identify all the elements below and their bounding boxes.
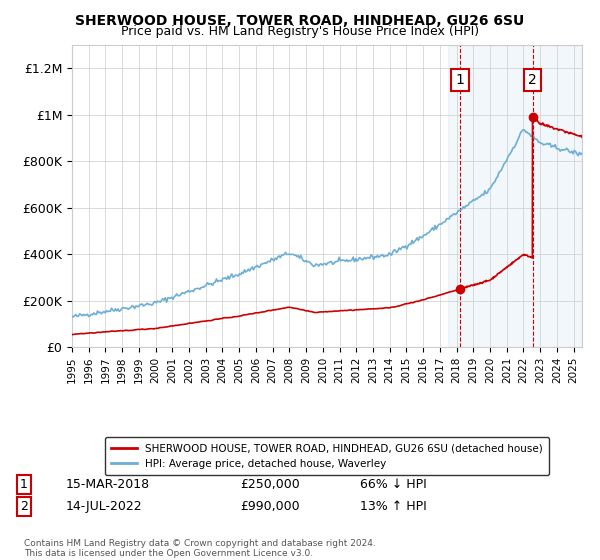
Text: 66% ↓ HPI: 66% ↓ HPI (360, 478, 427, 491)
Text: 1: 1 (455, 73, 464, 87)
Text: 2: 2 (20, 500, 28, 514)
Text: 15-MAR-2018: 15-MAR-2018 (66, 478, 150, 491)
Text: Price paid vs. HM Land Registry's House Price Index (HPI): Price paid vs. HM Land Registry's House … (121, 25, 479, 38)
Text: 1: 1 (20, 478, 28, 491)
Legend: SHERWOOD HOUSE, TOWER ROAD, HINDHEAD, GU26 6SU (detached house), HPI: Average pr: SHERWOOD HOUSE, TOWER ROAD, HINDHEAD, GU… (104, 437, 550, 475)
Text: 13% ↑ HPI: 13% ↑ HPI (360, 500, 427, 514)
Bar (448, 45, 582, 347)
Text: Contains HM Land Registry data © Crown copyright and database right 2024.
This d: Contains HM Land Registry data © Crown c… (24, 539, 376, 558)
Text: £250,000: £250,000 (240, 478, 300, 491)
Text: £990,000: £990,000 (240, 500, 299, 514)
Text: SHERWOOD HOUSE, TOWER ROAD, HINDHEAD, GU26 6SU: SHERWOOD HOUSE, TOWER ROAD, HINDHEAD, GU… (76, 14, 524, 28)
Text: 14-JUL-2022: 14-JUL-2022 (66, 500, 143, 514)
Text: 2: 2 (528, 73, 537, 87)
